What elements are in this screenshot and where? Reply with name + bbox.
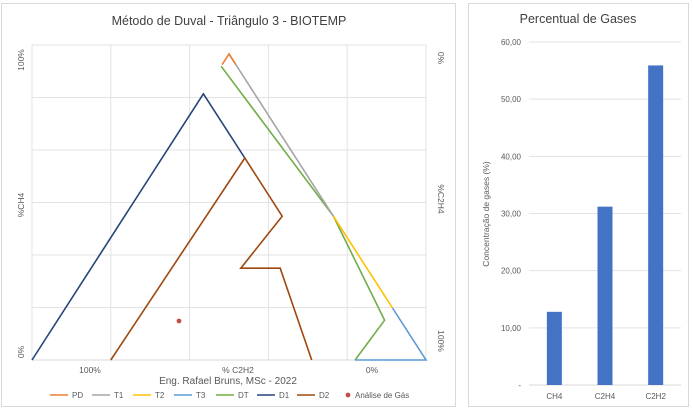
c2h4-tick-bottom: 100% bbox=[436, 330, 446, 352]
legend-label: T3 bbox=[196, 391, 206, 400]
bar-y-axis-label: Concentração de gases (%) bbox=[481, 161, 491, 267]
zone-line-t1 bbox=[228, 53, 335, 217]
ch4-tick-top: 100% bbox=[16, 49, 26, 71]
bar-category-label: C2H2 bbox=[645, 392, 666, 401]
legend-label: D1 bbox=[279, 391, 290, 400]
zone-boundaries bbox=[31, 52, 428, 361]
legend-item-pd: PD bbox=[50, 391, 83, 400]
bar-y-tick-label: 20,00 bbox=[501, 267, 522, 276]
bar-c2h2 bbox=[648, 65, 664, 386]
bar-x-ticks: CH4 C2H4 C2H2 bbox=[546, 392, 666, 401]
legend-item-t1: T1 bbox=[92, 391, 124, 400]
legend-label: T1 bbox=[114, 391, 124, 400]
c2h2-axis-label: % C2H2 bbox=[222, 365, 254, 375]
legend-label: D2 bbox=[319, 391, 330, 400]
legend-swatch bbox=[345, 392, 351, 398]
bar-y-tick-label: 30,00 bbox=[501, 210, 522, 219]
gas-percent-bar-chart: Percentual de Gases Concentração de gase… bbox=[481, 12, 681, 401]
zone-line-t2 bbox=[332, 215, 394, 309]
triangle-legend: PD T1 T2 T3 DT D1 D2 Análise de Gás bbox=[50, 391, 409, 400]
legend-label: PD bbox=[72, 391, 83, 400]
duval-triangle-chart: Método de Duval - Triângulo 3 - BIOTEMP … bbox=[16, 14, 446, 400]
duval-triangle-panel: Método de Duval - Triângulo 3 - BIOTEMP … bbox=[1, 3, 456, 407]
gas-percent-panel: Percentual de Gases Concentração de gase… bbox=[468, 3, 689, 407]
zone-line-d2 bbox=[110, 156, 313, 361]
bar-c2h4 bbox=[597, 206, 613, 385]
zone-line-t3 bbox=[355, 307, 428, 361]
legend-item-t3: T3 bbox=[174, 391, 206, 400]
legend-item-an-lise-de-g-s: Análise de Gás bbox=[345, 391, 409, 400]
bar-y-tick-label: 60,00 bbox=[501, 38, 522, 47]
c2h4-tick-top: 0% bbox=[436, 52, 446, 65]
bar-y-tick-label: 50,00 bbox=[501, 95, 522, 104]
zone-line-d1 bbox=[31, 92, 246, 361]
bar-y-ticks: - 10,00 20,00 30,00 40,00 50,00 60,00 bbox=[501, 38, 522, 390]
zone-line-pd bbox=[221, 52, 237, 66]
ch4-tick-bottom: 0% bbox=[16, 345, 26, 358]
bar-ch4 bbox=[546, 311, 562, 385]
legend-item-dt: DT bbox=[216, 391, 249, 400]
zone-line-dt bbox=[220, 65, 386, 361]
legend-label: T2 bbox=[155, 391, 165, 400]
bar-series bbox=[546, 65, 664, 386]
bar-chart-title: Percentual de Gases bbox=[520, 12, 637, 26]
legend-label: Análise de Gás bbox=[355, 391, 409, 400]
legend-item-d2: D2 bbox=[297, 391, 330, 400]
ch4-axis-label: %CH4 bbox=[16, 192, 26, 217]
c2h4-axis-label: %C2H4 bbox=[436, 184, 446, 214]
legend-item-d1: D1 bbox=[257, 391, 290, 400]
bar-y-tick-label: 10,00 bbox=[501, 324, 522, 333]
bar-category-label: CH4 bbox=[546, 392, 563, 401]
c2h2-tick-left: 100% bbox=[79, 365, 101, 375]
gas-analysis-point bbox=[176, 318, 182, 324]
triangle-title: Método de Duval - Triângulo 3 - BIOTEMP bbox=[112, 14, 347, 28]
triangle-subtitle: Eng. Rafael Bruns, MSc - 2022 bbox=[159, 376, 297, 387]
triangle-gridlines bbox=[31, 44, 427, 361]
bar-category-label: C2H4 bbox=[595, 392, 616, 401]
legend-label: DT bbox=[238, 391, 249, 400]
legend-item-t2: T2 bbox=[133, 391, 165, 400]
c2h2-tick-right: 0% bbox=[366, 365, 379, 375]
bar-y-tick-label: 40,00 bbox=[501, 152, 522, 161]
gas-analysis-points bbox=[176, 318, 182, 324]
bar-y-tick-label: - bbox=[518, 381, 521, 390]
